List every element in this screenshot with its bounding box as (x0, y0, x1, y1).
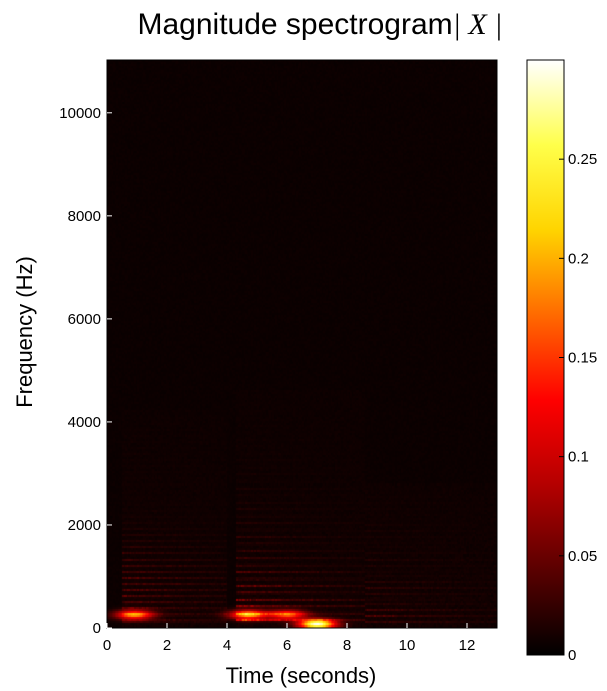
colorbar (526, 59, 565, 656)
x-axis-label: Time (seconds) (226, 663, 377, 688)
spectrogram-image (107, 60, 497, 628)
x-tick-label: 4 (223, 637, 231, 654)
y-tick-label: 2000 (68, 517, 101, 534)
y-axis-label: Frequency (Hz) (12, 256, 37, 408)
y-tick-label: 10000 (59, 105, 101, 122)
y-tick-label: 6000 (68, 311, 101, 328)
chart-title-text: Magnitude spectrogram (137, 8, 453, 41)
colorbar-tick-label: 0.2 (568, 250, 589, 267)
x-tick-label: 6 (283, 637, 291, 654)
colorbar-tick-label: 0.05 (568, 548, 597, 565)
colorbar-tick-label: 0.15 (568, 350, 597, 367)
x-tick-label: 10 (399, 637, 416, 654)
x-tick-label: 12 (459, 637, 476, 654)
x-axis-ticks: 0 2 4 6 8 10 12 (103, 623, 476, 654)
colorbar-tick-label: 0.1 (568, 449, 589, 466)
x-tick-label: 2 (163, 637, 171, 654)
y-tick-label: 0 (93, 620, 101, 637)
chart-title-symbol: | X | (452, 8, 503, 41)
colorbar-tick-label: 0.25 (568, 151, 597, 168)
plot-frame (106, 59, 498, 629)
y-tick-label: 8000 (68, 208, 101, 225)
colorbar-gradient (526, 59, 565, 656)
x-tick-label: 0 (103, 637, 111, 654)
colorbar-ticks: 0 0.05 0.1 0.15 0.2 0.25 (559, 151, 597, 664)
y-axis-ticks: 0 2000 4000 6000 8000 10000 (59, 105, 112, 637)
chart-title: Magnitude spectrogram| X | (0, 8, 607, 42)
x-tick-label: 8 (343, 637, 351, 654)
colorbar-tick-label: 0 (568, 647, 576, 664)
y-tick-label: 4000 (68, 414, 101, 431)
plot-area (106, 59, 498, 629)
